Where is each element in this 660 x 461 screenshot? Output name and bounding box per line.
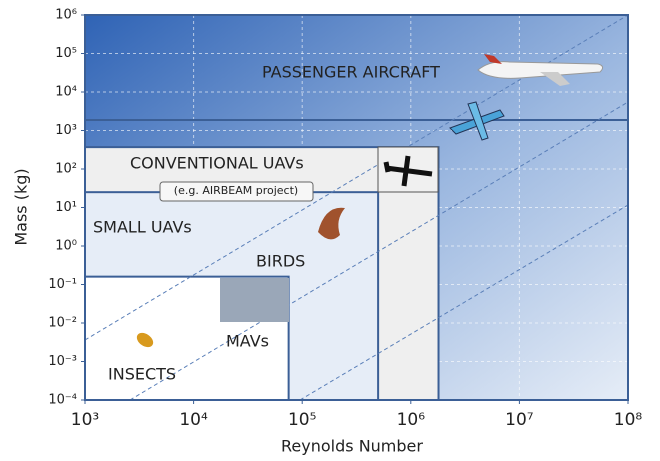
- y-tick-label: 10⁻⁴: [48, 393, 77, 408]
- x-tick-label: 10³: [71, 410, 99, 430]
- region-label: MAVs: [226, 332, 269, 351]
- annotation: (e.g. AIRBEAM project): [174, 184, 298, 197]
- y-tick-label: 10⁻¹: [48, 277, 77, 292]
- y-tick-label: 10⁵: [55, 46, 77, 61]
- x-tick-label: 10⁶: [397, 410, 426, 430]
- x-tick-label: 10⁸: [614, 410, 643, 430]
- chart: Reynolds Number Mass (kg) CONVENTIONAL U…: [0, 0, 660, 461]
- y-tick-label: 10⁴: [55, 85, 77, 100]
- mav-photo: [220, 278, 289, 322]
- x-axis-label: Reynolds Number: [281, 437, 423, 456]
- y-axis-label: Mass (kg): [12, 168, 31, 245]
- y-tick-label: 10³: [55, 123, 77, 138]
- annotation: INSECTS: [108, 365, 176, 384]
- y-tick-label: 10⁻²: [48, 316, 77, 331]
- region-label: CONVENTIONAL UAVs: [130, 154, 304, 173]
- region-label: SMALL UAVs: [93, 218, 192, 237]
- y-tick-label: 10⁶: [55, 8, 77, 23]
- x-tick-label: 10⁷: [505, 410, 534, 430]
- y-tick-label: 10⁰: [55, 239, 77, 254]
- y-tick-label: 10¹: [55, 200, 77, 215]
- y-tick-label: 10⁻³: [48, 354, 77, 369]
- x-tick-label: 10⁵: [288, 410, 316, 430]
- annotation: BIRDS: [256, 252, 305, 271]
- y-tick-label: 10²: [55, 162, 77, 177]
- annotation: PASSENGER AIRCRAFT: [262, 63, 440, 82]
- x-tick-label: 10⁴: [179, 410, 208, 430]
